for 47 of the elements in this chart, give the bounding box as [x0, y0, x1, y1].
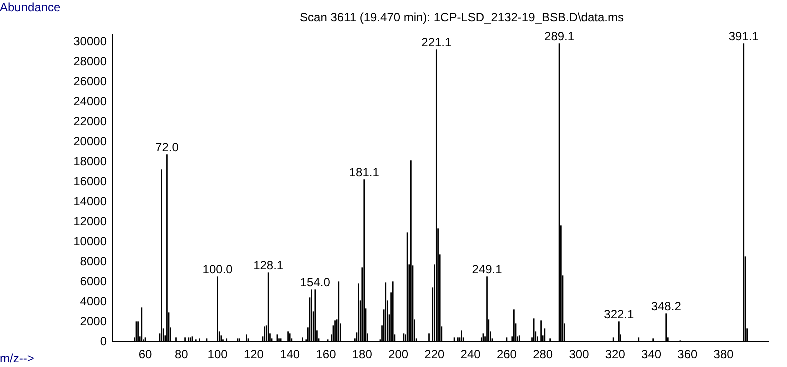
- annotation: 154.0: [300, 275, 331, 290]
- y-tick-label: 12000: [74, 214, 108, 228]
- annotation: 322.1: [604, 307, 635, 322]
- chart-title: Scan 3611 (19.470 min): 1CP-LSD_2132-19_BSB.D\data.ms: [300, 10, 624, 24]
- x-tick-label: 140: [280, 348, 300, 362]
- y-tick-label: 8000: [80, 254, 108, 268]
- x-tick-label: 60: [138, 348, 153, 362]
- x-tick-label: 380: [714, 348, 734, 362]
- y-tick-label: 28000: [74, 54, 108, 68]
- x-tick-label: 340: [642, 348, 662, 362]
- y-tick-label: 16000: [74, 174, 108, 188]
- y-tick-label: 30000: [74, 34, 108, 48]
- annotation: 289.1: [544, 29, 575, 44]
- annotation: 100.0: [202, 262, 234, 276]
- y-tick-label: 18000: [74, 154, 108, 168]
- x-tick-label: 80: [174, 348, 189, 362]
- x-axis-title: m/z-->: [0, 351, 34, 366]
- y-tick-label: 20000: [74, 134, 108, 148]
- y-tick-label: 14000: [74, 194, 108, 208]
- annotation: 72.0: [156, 140, 180, 154]
- x-tick-label: 100: [208, 348, 228, 362]
- y-axis-title: Abundance: [0, 0, 62, 14]
- y-tick-label: 2000: [80, 314, 108, 328]
- x-tick-label: 300: [569, 348, 590, 362]
- x-tick-label: 320: [605, 348, 626, 362]
- x-tick-label: 360: [678, 348, 698, 362]
- x-tick-label: 120: [244, 348, 264, 362]
- x-tick-label: 180: [352, 348, 373, 362]
- annotation: 348.2: [651, 299, 682, 314]
- x-tick-label: 160: [316, 348, 337, 362]
- y-tick-label: 4000: [80, 294, 108, 308]
- y-tick-label: 22000: [74, 114, 108, 128]
- x-tick-label: 220: [424, 348, 446, 362]
- x-tick-label: 200: [388, 348, 409, 362]
- x-tick-label: 280: [533, 348, 554, 362]
- annotation: 221.1: [422, 35, 452, 50]
- y-tick-label: 10000: [74, 234, 108, 248]
- x-tick-label: 240: [460, 348, 482, 362]
- y-tick-label: 26000: [74, 74, 108, 88]
- y-tick-label: 24000: [74, 94, 108, 108]
- annotation: 391.1: [728, 29, 760, 44]
- y-tick-label: 0: [100, 334, 108, 348]
- x-tick-label: 260: [496, 348, 518, 362]
- annotation: 181.1: [349, 165, 380, 180]
- annotation: 128.1: [254, 258, 284, 272]
- annotation: 249.1: [472, 262, 503, 276]
- y-tick-label: 6000: [80, 274, 108, 288]
